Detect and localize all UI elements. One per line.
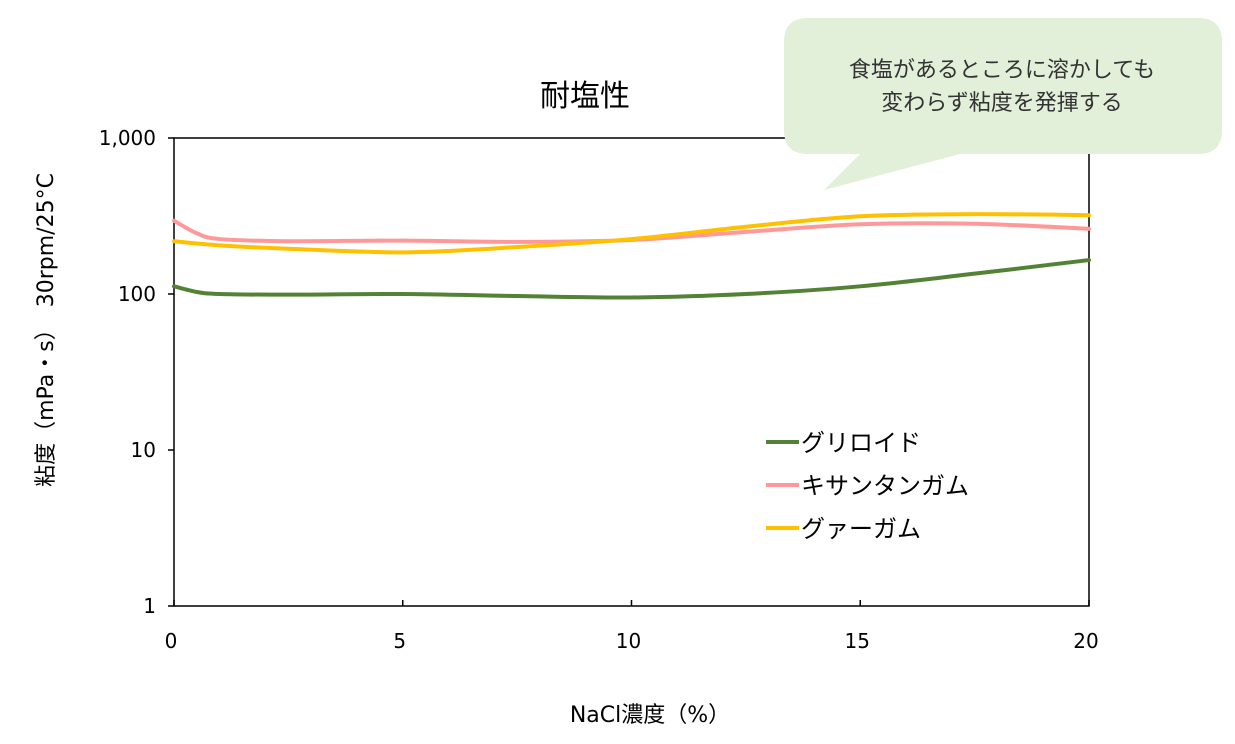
series-line-guar-gum bbox=[172, 212, 1091, 255]
y-axis: 1 10 100 1,000 bbox=[99, 126, 174, 618]
series-line-xanthan-gum bbox=[172, 218, 1091, 244]
callout-text-line-1: 食塩があるところに溶かしても bbox=[849, 58, 1155, 83]
x-tick-label: 20 bbox=[1073, 629, 1098, 653]
x-tick-label: 0 bbox=[165, 629, 178, 653]
callout-text-line-2: 変わらず粘度を発揮する bbox=[881, 91, 1123, 116]
callout-shape bbox=[784, 18, 1222, 190]
legend-item-gliroid: グリロイド bbox=[766, 429, 921, 457]
y-tick-label: 1 bbox=[143, 594, 156, 618]
y-tick-label: 100 bbox=[118, 282, 156, 306]
y-axis-label: 粘度（mPa・s） 30rpm/25°C bbox=[34, 173, 59, 487]
x-axis-label: NaCl濃度（%） bbox=[570, 703, 730, 728]
series-layer bbox=[172, 212, 1091, 300]
legend-item-guar-gum: グァーガム bbox=[766, 515, 921, 543]
series-line-gliroid bbox=[172, 258, 1091, 300]
legend-label: グリロイド bbox=[801, 429, 921, 457]
x-tick-label: 15 bbox=[845, 629, 870, 653]
plot-frame bbox=[173, 137, 1090, 607]
plot-area bbox=[173, 137, 1090, 607]
x-tick-label: 10 bbox=[616, 629, 641, 653]
y-tick-label: 1,000 bbox=[99, 126, 156, 150]
legend-label: グァーガム bbox=[801, 515, 921, 543]
x-tick-label: 5 bbox=[393, 629, 406, 653]
x-axis: 0 5 10 15 20 bbox=[165, 600, 1099, 653]
legend-item-xanthan-gum: キサンタンガム bbox=[766, 472, 969, 500]
callout-bubble: 食塩があるところに溶かしても 変わらず粘度を発揮する bbox=[784, 18, 1222, 190]
legend-label: キサンタンガム bbox=[801, 472, 969, 500]
y-tick-label: 10 bbox=[131, 438, 156, 462]
chart-title: 耐塩性 bbox=[540, 79, 630, 114]
